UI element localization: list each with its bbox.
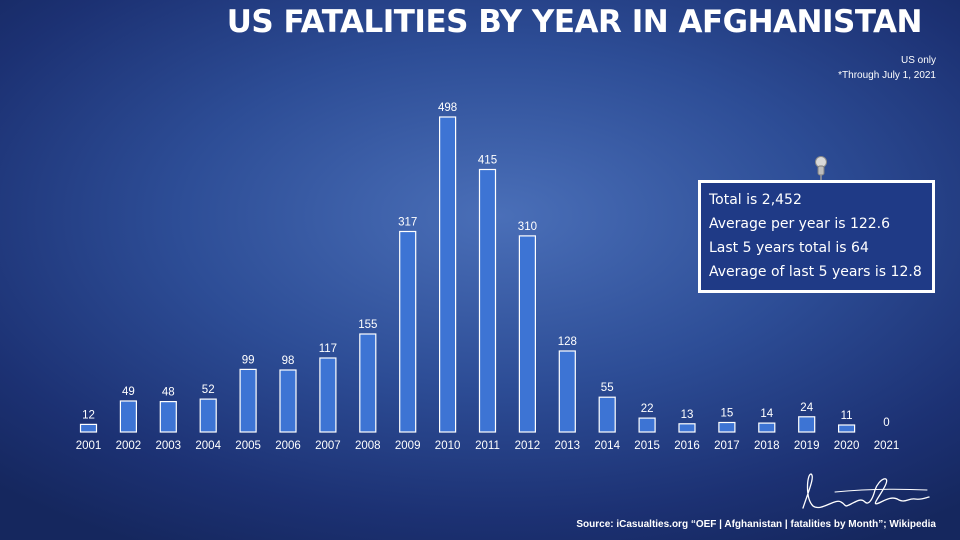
bar-2020	[837, 424, 856, 433]
x-tick-2020: 2020	[834, 440, 860, 452]
x-tick-2021: 2021	[874, 440, 900, 452]
callout-last5-average: Average of last 5 years is 12.8	[709, 264, 922, 280]
bar-2013	[558, 350, 576, 433]
value-label-2019: 24	[800, 402, 813, 414]
callout-total: Total is 2,452	[709, 192, 802, 208]
x-tick-2004: 2004	[195, 440, 221, 452]
x-tick-2019: 2019	[794, 440, 820, 452]
bar-2015	[638, 417, 656, 433]
value-label-2015: 22	[641, 403, 654, 415]
value-label-2007: 117	[319, 343, 337, 355]
date-note: *Through July 1, 2021	[838, 70, 936, 81]
bar-2011	[478, 168, 497, 433]
x-tick-2013: 2013	[555, 440, 581, 452]
bar-2014	[598, 396, 616, 433]
value-label-2003: 48	[162, 387, 175, 399]
value-label-2002: 49	[122, 386, 135, 398]
bar-2003	[159, 401, 177, 433]
value-label-2014: 55	[601, 382, 614, 394]
value-label-2018: 14	[760, 408, 773, 420]
bar-2001	[79, 423, 98, 433]
value-label-2017: 15	[721, 408, 734, 420]
x-tick-2008: 2008	[355, 440, 381, 452]
bars-group	[79, 116, 856, 433]
bar-2012	[518, 235, 537, 433]
value-label-2016: 13	[681, 409, 694, 421]
callout-average: Average per year is 122.6	[709, 216, 891, 232]
bar-2010	[439, 116, 457, 433]
x-tick-2002: 2002	[116, 440, 142, 452]
value-label-2010: 498	[438, 102, 457, 114]
summary-callout: Total is 2,452 Average per year is 122.6…	[698, 180, 935, 293]
value-label-2001: 12	[82, 409, 95, 421]
value-label-2011: 415	[478, 155, 497, 167]
x-tick-2010: 2010	[435, 440, 461, 452]
value-label-2008: 155	[358, 319, 377, 331]
bar-2016	[678, 423, 696, 433]
x-tick-2005: 2005	[235, 440, 261, 452]
callout-last5-total: Last 5 years total is 64	[709, 240, 869, 256]
bar-2008	[359, 333, 377, 433]
x-tick-2015: 2015	[634, 440, 660, 452]
x-tick-2012: 2012	[515, 440, 541, 452]
value-label-2004: 52	[202, 384, 215, 396]
value-label-2012: 310	[518, 221, 537, 233]
value-label-2020: 11	[841, 410, 853, 422]
x-tick-2018: 2018	[754, 440, 780, 452]
x-tick-2017: 2017	[714, 440, 740, 452]
value-labels-group: 12 49 48 52 99 98 117 155 317 498 415 310 128 55 22 13 1…	[82, 102, 890, 429]
page-title: US FATALITIES BY YEAR IN AFGHANISTAN	[226, 4, 923, 40]
bar-2009	[399, 230, 417, 433]
x-tick-2009: 2009	[395, 440, 421, 452]
bar-2005	[239, 368, 257, 433]
bar-2019	[798, 416, 816, 433]
x-tick-2011: 2011	[475, 440, 500, 452]
x-tick-2001: 2001	[76, 440, 102, 452]
x-tick-2006: 2006	[275, 440, 301, 452]
x-tick-2007: 2007	[315, 440, 341, 452]
bar-2018	[758, 422, 776, 433]
bar-2006	[279, 369, 297, 433]
scope-note: US only	[900, 55, 936, 66]
value-label-2006: 98	[282, 355, 295, 367]
x-tick-2016: 2016	[674, 440, 700, 452]
bar-2007	[319, 357, 337, 433]
bar-2002	[119, 400, 138, 433]
bar-2004	[199, 398, 217, 433]
signature-icon	[802, 473, 930, 509]
x-tick-labels-group: 2001 2002 2003 2004 2005 2006 2007 2008 2009 2010…	[76, 440, 900, 452]
value-label-2021: 0	[883, 417, 889, 429]
value-label-2005: 99	[242, 354, 255, 366]
x-tick-2014: 2014	[594, 440, 620, 452]
value-label-2009: 317	[398, 217, 417, 229]
value-label-2013: 128	[558, 336, 577, 348]
source-citation: Source: iCasualties.org “OEF | Afghanist…	[576, 519, 936, 530]
pushpin-icon	[815, 156, 827, 183]
bar-2017	[718, 421, 736, 433]
x-tick-2003: 2003	[156, 440, 182, 452]
